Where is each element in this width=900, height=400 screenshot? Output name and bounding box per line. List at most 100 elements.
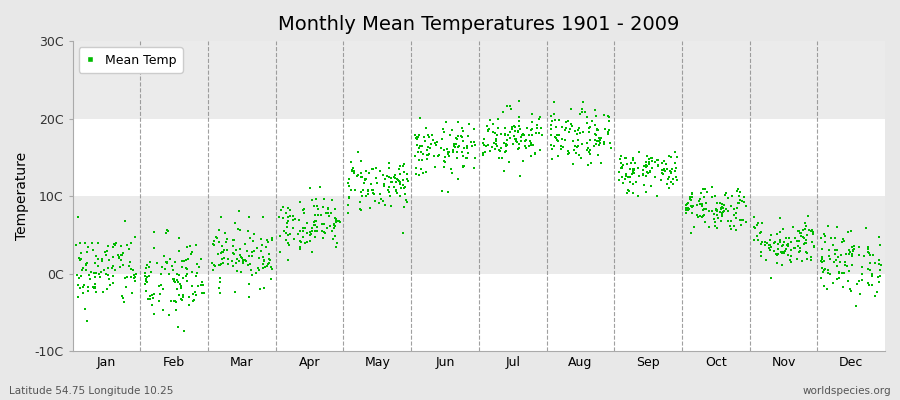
Point	[206, 240, 220, 247]
Point	[705, 208, 719, 214]
Point	[759, 257, 773, 263]
Point	[380, 173, 394, 180]
Point	[500, 142, 514, 148]
Point	[441, 151, 455, 157]
Point	[115, 293, 130, 300]
Point	[680, 202, 694, 208]
Point	[341, 180, 356, 186]
Point	[873, 273, 887, 279]
Point	[696, 213, 710, 219]
Point	[306, 222, 320, 228]
Point	[78, 260, 93, 267]
Point	[120, 242, 134, 248]
Point	[492, 148, 507, 154]
Point	[346, 167, 360, 173]
Point	[254, 236, 268, 242]
Point	[638, 159, 652, 166]
Point	[467, 155, 482, 161]
Point	[724, 226, 738, 232]
Point	[570, 143, 584, 150]
Point	[613, 156, 627, 162]
Point	[635, 171, 650, 178]
Point	[562, 128, 576, 135]
Point	[359, 168, 374, 175]
Point	[328, 223, 342, 229]
Point	[400, 198, 414, 205]
Point	[814, 258, 828, 265]
Point	[408, 153, 422, 159]
Point	[508, 138, 523, 145]
Point	[587, 142, 601, 149]
Point	[226, 243, 240, 249]
Point	[844, 288, 859, 295]
Point	[91, 256, 105, 262]
Point	[510, 146, 525, 153]
Point	[843, 228, 858, 234]
Point	[814, 234, 828, 241]
Point	[828, 235, 842, 241]
Point	[167, 298, 182, 304]
Point	[829, 257, 843, 264]
Point	[456, 162, 471, 169]
Point	[369, 164, 383, 171]
Point	[784, 238, 798, 245]
Point	[328, 214, 343, 221]
Point	[574, 140, 589, 147]
Point	[129, 270, 143, 277]
Point	[681, 200, 696, 206]
Point	[698, 206, 713, 212]
Point	[545, 146, 560, 152]
Point	[565, 138, 580, 144]
Point	[231, 258, 246, 264]
Point	[834, 252, 849, 258]
Point	[642, 161, 656, 167]
Point	[353, 206, 367, 212]
Point	[315, 220, 329, 227]
Point	[732, 186, 746, 192]
Point	[210, 235, 224, 242]
Point	[85, 239, 99, 246]
Point	[770, 246, 785, 252]
Point	[188, 241, 202, 248]
Point	[580, 162, 595, 169]
Point	[140, 278, 154, 285]
Point	[439, 119, 454, 125]
Point	[737, 193, 751, 200]
Point	[597, 139, 611, 145]
Point	[491, 155, 506, 161]
Point	[207, 238, 221, 244]
Point	[716, 202, 731, 208]
Point	[456, 138, 471, 144]
Point	[436, 126, 451, 132]
Point	[101, 265, 115, 272]
Point	[283, 213, 297, 220]
Point	[410, 171, 424, 178]
Point	[368, 197, 382, 204]
Point	[262, 251, 276, 258]
Point	[466, 165, 481, 172]
Point	[512, 98, 526, 104]
Bar	[73, 274, 885, 351]
Point	[747, 213, 761, 220]
Point	[102, 256, 116, 263]
Point	[775, 243, 789, 249]
Point	[847, 246, 861, 252]
Point	[384, 179, 399, 185]
Point	[446, 141, 461, 148]
Point	[377, 183, 392, 189]
Point	[227, 251, 241, 257]
Point	[116, 294, 130, 301]
Point	[524, 142, 538, 149]
Point	[304, 249, 319, 255]
Point	[737, 199, 751, 205]
Point	[514, 137, 528, 144]
Point	[363, 205, 377, 212]
Point	[373, 168, 387, 175]
Point	[568, 128, 582, 134]
Point	[212, 290, 227, 296]
Point	[437, 158, 452, 165]
Point	[496, 108, 510, 115]
Point	[640, 162, 654, 169]
Point	[179, 266, 194, 272]
Point	[238, 241, 253, 247]
